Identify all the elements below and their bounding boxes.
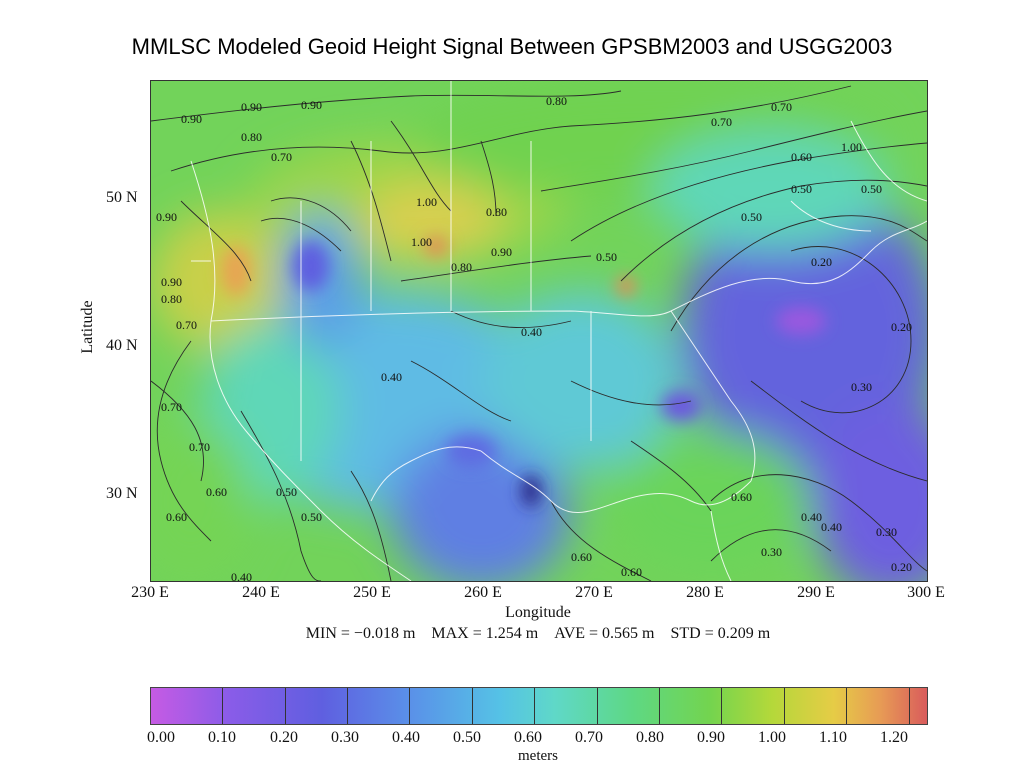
colorbar <box>150 687 928 725</box>
statistics-line: MIN = −0.018 m MAX = 1.254 m AVE = 0.565… <box>300 625 776 643</box>
contour-label: 0.50 <box>301 510 322 524</box>
contour-label: 0.50 <box>861 182 882 196</box>
stat-ave: AVE = 0.565 m <box>554 625 655 642</box>
x-tick-label: 290 E <box>797 584 835 601</box>
contour-label-group: 0.90 0.90 0.80 0.70 0.70 0.60 1.00 0.50 … <box>156 94 912 581</box>
contour-label: 0.50 <box>596 250 617 264</box>
contour-label: 1.00 <box>841 140 862 154</box>
colorbar-tick: 0.60 <box>514 729 542 746</box>
colorbar-tick: 0.20 <box>270 729 298 746</box>
x-tick-label: 270 E <box>575 584 613 601</box>
colorbar-unit: meters <box>518 748 558 764</box>
contour-label: 0.80 <box>161 292 182 306</box>
colorbar-tick: 0.00 <box>147 729 175 746</box>
contour-label: 0.60 <box>206 485 227 499</box>
contour-label: 0.60 <box>621 565 642 579</box>
contour-label: 0.90 <box>301 98 322 112</box>
contour-label: 0.90 <box>161 275 182 289</box>
contour-label: 0.70 <box>189 440 210 454</box>
contour-label: 0.70 <box>271 150 292 164</box>
contour-label: 0.70 <box>711 115 732 129</box>
contour-label: 0.50 <box>741 210 762 224</box>
contour-label: 0.40 <box>521 325 542 339</box>
colorbar-tick: 0.70 <box>575 729 603 746</box>
field-blobs <box>151 81 927 581</box>
contour-label: 1.00 <box>411 235 432 249</box>
x-tick-label: 250 E <box>353 584 391 601</box>
contour-label: 0.30 <box>876 525 897 539</box>
contour-lines <box>151 85 927 581</box>
contour-label: 0.80 <box>451 260 472 274</box>
colorbar-divider <box>285 688 286 724</box>
colorbar-divider <box>472 688 473 724</box>
contour-label: 0.90 <box>241 100 262 114</box>
chart-title: MMLSC Modeled Geoid Height Signal Betwee… <box>131 34 893 59</box>
contour-label: 0.60 <box>166 510 187 524</box>
x-tick-label: 230 E <box>131 584 169 601</box>
contour-label: 0.80 <box>486 205 507 219</box>
x-tick-label: 240 E <box>242 584 280 601</box>
colorbar-divider <box>659 688 660 724</box>
colorbar-tick: 1.10 <box>819 729 847 746</box>
colorbar-tick: 0.40 <box>392 729 420 746</box>
contour-label: 0.80 <box>546 94 567 108</box>
contour-label: 0.90 <box>491 245 512 259</box>
contour-label: 0.40 <box>801 510 822 524</box>
y-tick-label: 30 N <box>106 485 138 502</box>
stat-max: MAX = 1.254 m <box>431 625 539 642</box>
colorbar-tick: 0.30 <box>331 729 359 746</box>
contour-label: 0.50 <box>276 485 297 499</box>
stat-std: STD = 0.209 m <box>670 625 771 642</box>
colorbar-divider <box>534 688 535 724</box>
colorbar-divider <box>222 688 223 724</box>
map-canvas: 0.90 0.90 0.80 0.70 0.70 0.60 1.00 0.50 … <box>151 81 927 581</box>
colorbar-divider <box>347 688 348 724</box>
contour-label: 0.90 <box>156 210 177 224</box>
colorbar-tick: 0.80 <box>636 729 664 746</box>
x-tick-label: 260 E <box>464 584 502 601</box>
colorbar-tick: 0.10 <box>208 729 236 746</box>
contour-label: 0.30 <box>851 380 872 394</box>
x-tick-label: 300 E <box>907 584 945 601</box>
field-spots <box>221 236 826 507</box>
colorbar-tick: 1.00 <box>758 729 786 746</box>
x-axis-label: Longitude <box>505 604 571 621</box>
contour-label: 1.00 <box>416 195 437 209</box>
contour-label: 0.60 <box>571 550 592 564</box>
contour-label: 0.50 <box>791 182 812 196</box>
contour-label: 0.90 <box>181 112 202 126</box>
stat-min: MIN = −0.018 m <box>305 625 416 642</box>
contour-label: 0.60 <box>731 490 752 504</box>
y-tick-label: 40 N <box>106 337 138 354</box>
contour-label: 0.40 <box>821 520 842 534</box>
colorbar-tick: 0.90 <box>697 729 725 746</box>
coastline-borders <box>190 81 927 581</box>
colorbar-divider <box>597 688 598 724</box>
contour-label: 0.20 <box>811 255 832 269</box>
contour-label: 0.60 <box>791 150 812 164</box>
colorbar-tick: 0.50 <box>453 729 481 746</box>
y-axis-label: Latitude <box>79 300 96 354</box>
contour-label: 0.40 <box>231 570 252 581</box>
colorbar-divider <box>909 688 910 724</box>
geoid-map: 0.90 0.90 0.80 0.70 0.70 0.60 1.00 0.50 … <box>150 80 928 582</box>
contour-label: 0.70 <box>771 100 792 114</box>
contour-label: 0.70 <box>176 318 197 332</box>
colorbar-divider <box>846 688 847 724</box>
contour-label: 0.30 <box>761 545 782 559</box>
colorbar-divider <box>409 688 410 724</box>
colorbar-tick: 1.20 <box>880 729 908 746</box>
y-tick-label: 50 N <box>106 189 138 206</box>
contour-label: 0.20 <box>891 560 912 574</box>
contour-label: 0.80 <box>241 130 262 144</box>
contour-label: 0.70 <box>161 400 182 414</box>
contour-label: 0.40 <box>381 370 402 384</box>
contour-label: 0.20 <box>891 320 912 334</box>
colorbar-divider <box>784 688 785 724</box>
x-tick-label: 280 E <box>686 584 724 601</box>
colorbar-divider <box>721 688 722 724</box>
